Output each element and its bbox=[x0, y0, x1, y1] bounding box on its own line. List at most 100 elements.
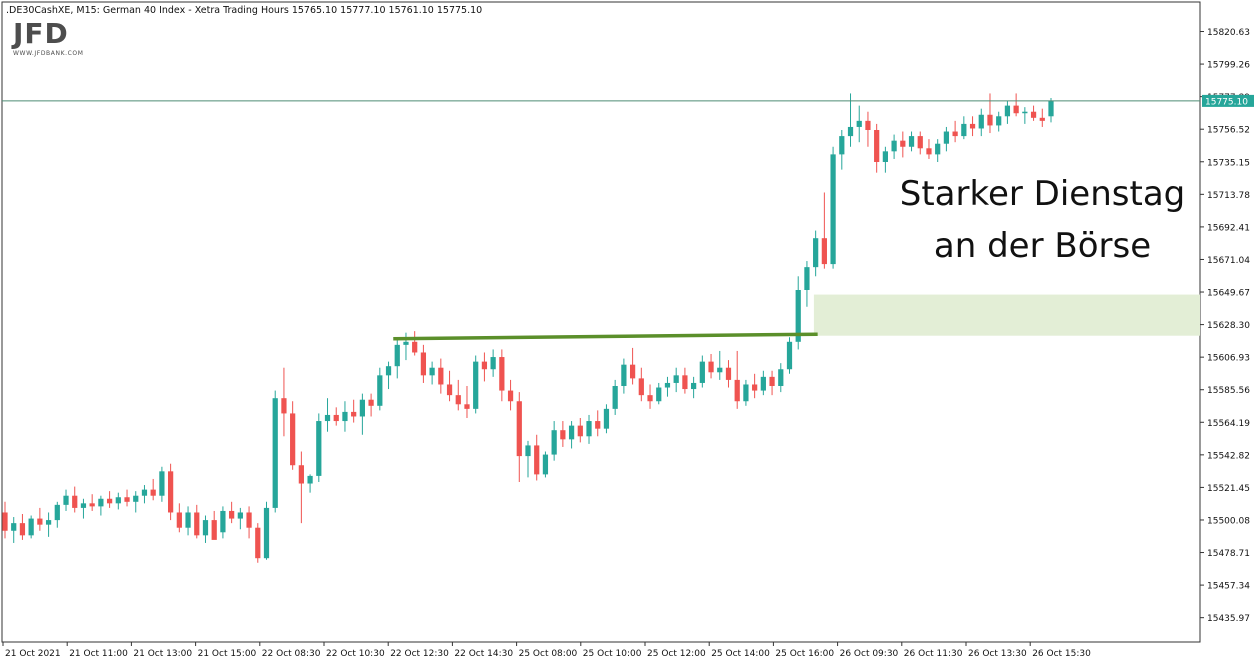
candle bbox=[568, 421, 575, 449]
x-tick-label: 21 Oct 13:00 bbox=[133, 649, 192, 659]
candle-body bbox=[368, 399, 374, 406]
candle-body bbox=[708, 361, 714, 373]
candle bbox=[54, 501, 60, 528]
candle-body bbox=[281, 398, 287, 414]
candle-body bbox=[150, 489, 156, 496]
candle bbox=[2, 501, 8, 539]
candle bbox=[900, 131, 906, 158]
y-tick-label: 15671.04 bbox=[1207, 256, 1250, 266]
candle bbox=[324, 398, 331, 432]
y-tick-label: 15521.45 bbox=[1207, 484, 1250, 494]
y-tick-label: 15735.15 bbox=[1207, 158, 1250, 168]
candle-body bbox=[752, 384, 758, 391]
candle bbox=[638, 367, 644, 402]
candle-body bbox=[141, 489, 148, 496]
candle bbox=[133, 491, 139, 513]
candle bbox=[952, 120, 958, 143]
candle-body bbox=[1048, 101, 1054, 117]
candle bbox=[420, 344, 427, 383]
candle bbox=[621, 358, 627, 394]
candle bbox=[874, 123, 880, 173]
candle-body bbox=[263, 507, 270, 559]
candle bbox=[307, 474, 313, 493]
candle-body bbox=[455, 395, 461, 405]
candle bbox=[359, 393, 365, 435]
candle bbox=[1013, 93, 1019, 117]
x-tick-label: 25 Oct 14:00 bbox=[711, 649, 770, 659]
candle bbox=[769, 370, 775, 396]
candle-body bbox=[298, 465, 304, 484]
candle bbox=[455, 379, 461, 411]
candle bbox=[1048, 98, 1054, 123]
candle bbox=[220, 506, 226, 539]
candle bbox=[830, 146, 836, 269]
candle bbox=[603, 404, 610, 434]
candle bbox=[202, 515, 209, 543]
candle-body bbox=[900, 140, 906, 147]
candle-body bbox=[473, 361, 479, 409]
candle-body bbox=[1022, 111, 1028, 114]
x-tick-label: 25 Oct 10:00 bbox=[583, 649, 642, 659]
x-tick-label: 25 Oct 12:00 bbox=[647, 649, 706, 659]
y-tick-label: 15628.30 bbox=[1207, 321, 1250, 331]
candle bbox=[856, 105, 862, 143]
candle bbox=[211, 510, 217, 540]
candle bbox=[752, 373, 758, 399]
y-tick-label: 15799.26 bbox=[1207, 61, 1250, 71]
candle bbox=[11, 517, 17, 543]
candle bbox=[229, 501, 235, 524]
candle bbox=[551, 421, 557, 461]
candle-body bbox=[237, 512, 243, 519]
candle bbox=[682, 367, 688, 394]
candle-body bbox=[290, 413, 296, 466]
candle-body bbox=[19, 523, 26, 536]
chart-annotation: Starker Dienstag an der Börse bbox=[880, 168, 1205, 272]
candle-body bbox=[734, 379, 740, 402]
candle-body bbox=[272, 398, 278, 508]
candle-body bbox=[464, 404, 470, 409]
logo-subtext: WWW.JFDBANK.COM bbox=[13, 50, 84, 57]
candle-body bbox=[935, 143, 941, 155]
candle-body bbox=[89, 503, 95, 507]
candle-body bbox=[691, 382, 697, 390]
candle bbox=[734, 350, 740, 409]
candle-body bbox=[725, 367, 732, 380]
candle-body bbox=[185, 512, 191, 528]
candle bbox=[72, 486, 78, 513]
candle bbox=[63, 489, 69, 511]
candle-body bbox=[577, 425, 583, 437]
candle-body bbox=[778, 369, 784, 386]
candle-body bbox=[534, 445, 540, 475]
candle-body bbox=[847, 126, 854, 137]
candle-body bbox=[743, 384, 749, 402]
chart-header: .DE30CashXE, M15: German 40 Index - Xetr… bbox=[6, 5, 482, 16]
candle-body bbox=[769, 376, 775, 386]
candle-body bbox=[568, 425, 575, 440]
candle-body bbox=[830, 154, 836, 265]
candle-body bbox=[446, 384, 453, 396]
x-tick-label: 22 Oct 08:30 bbox=[262, 649, 321, 659]
candle bbox=[987, 93, 993, 134]
candle bbox=[804, 261, 810, 307]
candle bbox=[525, 440, 531, 478]
candle bbox=[743, 379, 749, 406]
y-tick-label: 15692.41 bbox=[1207, 223, 1250, 233]
candle-body bbox=[664, 382, 671, 388]
candle-body bbox=[717, 367, 723, 373]
candle-body bbox=[987, 114, 993, 126]
x-tick-label: 26 Oct 11:30 bbox=[904, 649, 963, 659]
candle-body bbox=[595, 421, 601, 429]
candle bbox=[542, 451, 549, 478]
candle-body bbox=[603, 408, 610, 429]
candle bbox=[394, 338, 400, 379]
candle-body bbox=[490, 357, 496, 370]
candle-body bbox=[760, 376, 766, 391]
candle-body bbox=[63, 495, 69, 505]
candle-body bbox=[917, 136, 923, 149]
candle bbox=[385, 361, 392, 390]
candle-body bbox=[804, 267, 810, 290]
candle-body bbox=[638, 378, 644, 396]
candle bbox=[412, 331, 418, 356]
candle-body bbox=[394, 344, 400, 367]
candle-body bbox=[438, 367, 444, 385]
